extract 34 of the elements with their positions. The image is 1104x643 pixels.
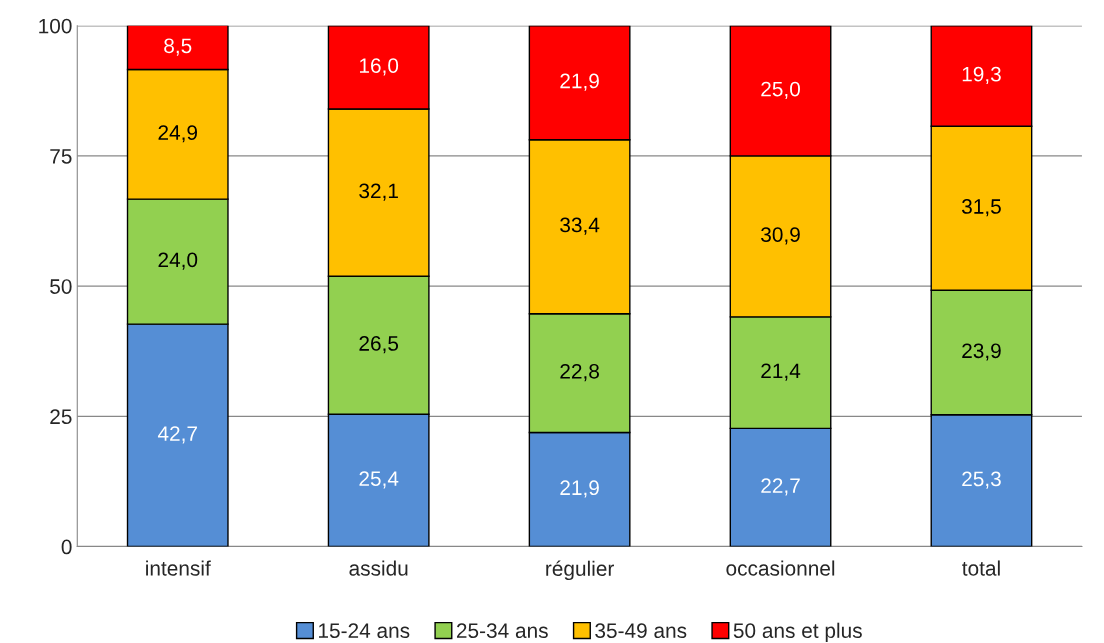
x-tick-label: occasionnel [726, 560, 835, 576]
data-label: 25,0 [761, 81, 800, 99]
data-label: 25,4 [359, 471, 399, 489]
legend-label: 50 ans et plus [733, 622, 862, 643]
y-tick-label: 0 [61, 539, 72, 555]
data-label: 42,7 [157, 426, 197, 444]
legend-label: 35-49 ans [595, 623, 687, 638]
data-label: 22,8 [560, 363, 599, 382]
data-label: 25,3 [962, 471, 1001, 489]
x-tick-label: régulier [546, 560, 614, 581]
x-tick-label: total [962, 560, 1000, 576]
data-label: 33,4 [560, 217, 600, 235]
data-label: 16,0 [359, 58, 399, 76]
x-tick-label: intensif [146, 560, 211, 576]
data-label: 26,5 [359, 336, 399, 354]
data-label: 21,9 [560, 480, 599, 498]
data-label: 24,0 [158, 252, 198, 270]
data-label: 30,9 [761, 227, 800, 245]
data-label: 21,9 [560, 73, 599, 91]
y-tick-label: 75 [50, 149, 72, 164]
y-tick-label: 100 [39, 18, 72, 34]
data-label: 8,5 [164, 38, 192, 56]
x-tick-label: assidu [349, 560, 408, 576]
legend-label: 25-34 ans [456, 623, 548, 638]
y-tick-label: 25 [50, 409, 72, 425]
legend-label: 15-24 ans [319, 623, 410, 638]
data-label: 32,1 [359, 183, 398, 201]
data-label: 22,7 [761, 478, 800, 496]
y-tick-label: 50 [50, 279, 72, 294]
data-label: 23,9 [962, 343, 1001, 361]
data-label: 24,9 [158, 125, 198, 143]
data-label: 21,4 [761, 363, 801, 381]
data-label: 31,5 [961, 199, 1001, 217]
data-label: 19,3 [962, 66, 1001, 85]
